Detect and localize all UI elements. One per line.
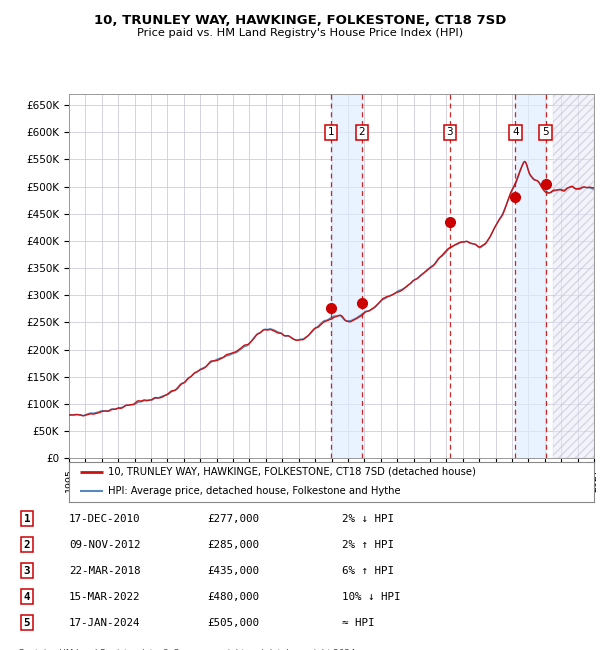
Bar (515, 94, 545, 458)
Text: 22-MAR-2018: 22-MAR-2018 (69, 566, 140, 576)
Text: 4: 4 (24, 592, 30, 602)
Text: 2: 2 (24, 540, 30, 550)
Text: 1: 1 (24, 514, 30, 524)
Text: 3: 3 (24, 566, 30, 576)
Text: 10% ↓ HPI: 10% ↓ HPI (342, 592, 401, 602)
Text: 17-JAN-2024: 17-JAN-2024 (69, 618, 140, 628)
Text: HPI: Average price, detached house, Folkestone and Hythe: HPI: Average price, detached house, Folk… (109, 486, 401, 497)
Text: 4: 4 (512, 127, 519, 137)
Text: 2: 2 (359, 127, 365, 137)
Text: 5: 5 (542, 127, 549, 137)
Text: £505,000: £505,000 (207, 618, 259, 628)
Text: 15-MAR-2022: 15-MAR-2022 (69, 592, 140, 602)
Text: Price paid vs. HM Land Registry's House Price Index (HPI): Price paid vs. HM Land Registry's House … (137, 28, 463, 38)
Text: 6% ↑ HPI: 6% ↑ HPI (342, 566, 394, 576)
Text: 09-NOV-2012: 09-NOV-2012 (69, 540, 140, 550)
Text: 2% ↓ HPI: 2% ↓ HPI (342, 514, 394, 524)
Text: £285,000: £285,000 (207, 540, 259, 550)
Bar (331, 94, 362, 458)
Text: 1: 1 (328, 127, 334, 137)
Text: 2% ↑ HPI: 2% ↑ HPI (342, 540, 394, 550)
Text: 5: 5 (24, 618, 30, 628)
Text: 17-DEC-2010: 17-DEC-2010 (69, 514, 140, 524)
Text: 10, TRUNLEY WAY, HAWKINGE, FOLKESTONE, CT18 7SD: 10, TRUNLEY WAY, HAWKINGE, FOLKESTONE, C… (94, 14, 506, 27)
Text: £435,000: £435,000 (207, 566, 259, 576)
Bar (553, 94, 594, 458)
Text: £277,000: £277,000 (207, 514, 259, 524)
Text: Contains HM Land Registry data © Crown copyright and database right 2024.
This d: Contains HM Land Registry data © Crown c… (18, 649, 358, 650)
Text: 10, TRUNLEY WAY, HAWKINGE, FOLKESTONE, CT18 7SD (detached house): 10, TRUNLEY WAY, HAWKINGE, FOLKESTONE, C… (109, 467, 476, 477)
Text: ≈ HPI: ≈ HPI (342, 618, 374, 628)
Text: 3: 3 (446, 127, 453, 137)
Text: £480,000: £480,000 (207, 592, 259, 602)
